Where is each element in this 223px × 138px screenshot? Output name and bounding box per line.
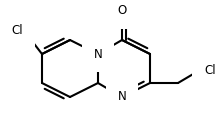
Text: Cl: Cl <box>204 63 216 76</box>
Text: N: N <box>94 47 102 60</box>
Text: O: O <box>117 5 127 18</box>
Text: N: N <box>118 91 126 104</box>
Text: Cl: Cl <box>11 23 23 36</box>
